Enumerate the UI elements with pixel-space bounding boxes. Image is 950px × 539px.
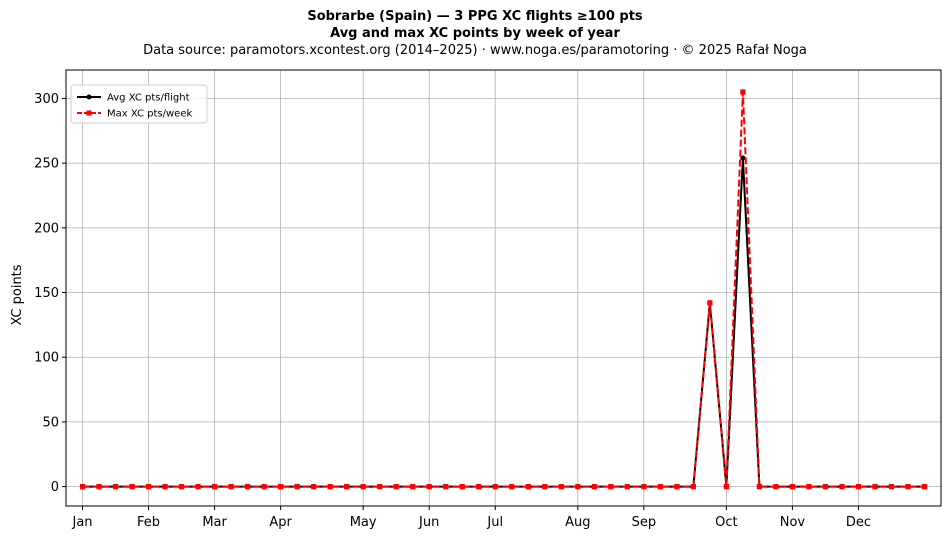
data-point [245,483,251,490]
series-line-2 [82,90,925,488]
series-line-1 [82,156,925,488]
data-point [492,483,498,490]
legend-marker [86,110,92,116]
data-point [822,483,829,490]
chart-source: Data source: paramotors.xcontest.org (20… [143,43,807,58]
data-point [211,483,218,490]
data-point [426,483,432,490]
data-point [278,483,284,490]
data-point [112,483,119,490]
x-tick-label: Dec [846,515,871,530]
data-point [393,483,399,490]
data-point [162,483,168,490]
data-point [360,483,366,490]
y-tick-label: 50 [42,415,59,430]
data-point [129,483,135,490]
data-point [443,483,449,490]
data-point [558,483,564,490]
x-tick-label: Nov [780,515,806,530]
x-tick-label: Oct [715,515,737,530]
axis-ticks: 0 50 100 150 200 250 300 Jan Feb Mar Apr May Jun Jul A… [34,92,871,530]
x-tick-label: May [350,515,377,530]
data-point [608,483,614,490]
data-point [674,483,680,490]
data-point [261,483,267,490]
data-point [178,483,185,490]
chart-title: Sobrarbe (Spain) — 3 PPG XC flights ≥100… [307,9,643,24]
data-point [542,483,548,490]
data-point [96,483,102,490]
legend-marker [86,94,92,100]
data-point [459,483,465,490]
x-tick-label: Feb [137,515,160,530]
data-point [377,483,383,490]
data-point [624,483,630,490]
data-point [888,483,895,490]
series-layer [79,89,928,490]
data-point [872,483,878,490]
legend: Avg XC pts/flight Max XC pts/week [70,84,208,124]
data-point [740,155,746,161]
plot-frame [65,69,942,507]
data-point [79,483,86,490]
data-point [921,483,928,490]
data-point [575,483,581,490]
data-point [690,483,696,490]
data-point [294,483,300,490]
data-point [509,483,515,490]
data-point [723,483,729,490]
data-point [195,483,201,490]
x-tick-label: Jul [486,515,503,530]
chart-subtitle: Avg and max XC points by week of year [330,26,620,41]
x-tick-label: Mar [202,515,227,530]
data-point [789,483,796,490]
x-tick-label: Sep [632,515,657,530]
x-tick-label: Jun [418,515,439,530]
data-point [476,483,482,490]
data-point [228,483,234,490]
y-tick-label: 200 [34,221,59,236]
data-point [740,89,746,95]
data-point [311,483,317,490]
data-point [410,483,416,490]
data-point [756,483,762,490]
y-tick-label: 300 [34,92,59,107]
y-tick-label: 150 [34,286,59,301]
data-point [839,483,845,490]
y-tick-label: 250 [34,157,59,172]
y-tick-label: 0 [51,480,59,495]
x-tick-label: Apr [269,515,292,530]
y-tick-label: 100 [34,351,59,366]
legend-label: Max XC pts/week [107,109,192,120]
data-point [773,483,779,490]
data-point [525,483,531,490]
data-point [657,483,663,490]
data-point [806,483,812,490]
legend-label: Avg XC pts/flight [107,93,190,104]
data-point [591,483,597,490]
data-point [145,483,152,490]
data-point [327,483,333,490]
x-tick-label: Jan [71,515,92,530]
data-point [855,483,862,490]
data-point [707,300,713,306]
data-point [641,483,647,490]
x-tick-label: Aug [565,515,590,530]
data-point [344,483,350,490]
gridlines [66,70,941,506]
legend-box [70,84,208,124]
y-axis-label: XC points [10,264,25,325]
data-point [905,483,911,490]
